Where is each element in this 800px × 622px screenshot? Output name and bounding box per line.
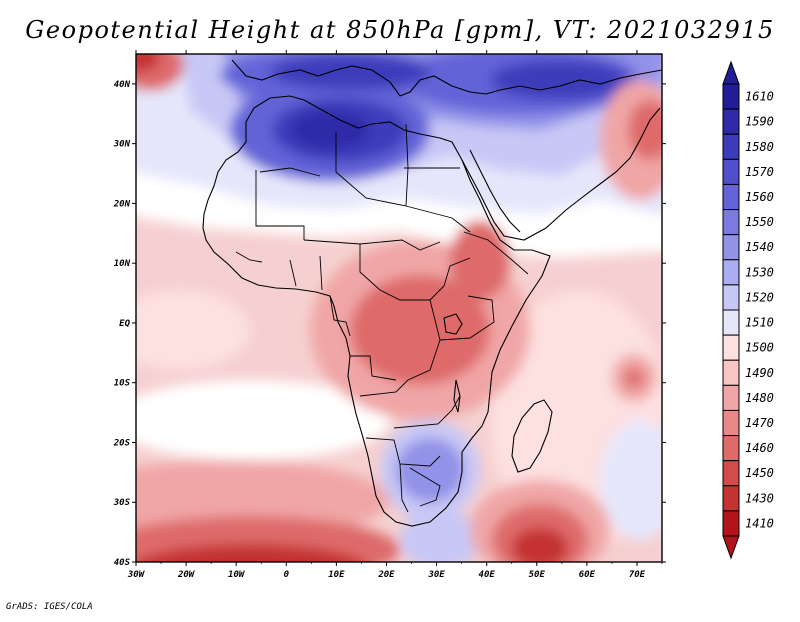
colorbar-label: 1550 <box>745 215 774 229</box>
map-frame <box>135 53 663 563</box>
madagascar-coastline <box>511 399 553 473</box>
colorbar-top-arrow <box>722 60 740 85</box>
colorbar-swatch <box>722 384 740 411</box>
field-region-21 <box>450 220 510 300</box>
lat-tick-label: 30N <box>113 140 131 150</box>
field-region-23 <box>396 438 464 502</box>
europe-coastline <box>231 59 662 97</box>
borders <box>235 123 529 513</box>
colorbar-label: 1480 <box>745 391 774 405</box>
colorbar-swatch <box>722 234 740 261</box>
lon-tick-label: 20E <box>377 570 395 580</box>
lon-tick-label: 40E <box>479 570 496 580</box>
colorbar-label: 1510 <box>745 316 774 330</box>
lat-tick-label: 20N <box>113 199 131 209</box>
colorbar-label: 1610 <box>745 90 774 104</box>
colorbar-label: 1470 <box>745 416 774 430</box>
field-region-14 <box>600 420 662 540</box>
colorbar-label: 1540 <box>745 240 774 254</box>
credit-label: GrADS: IGES/COLA <box>6 602 93 612</box>
colorbar-swatch <box>722 259 740 286</box>
colorbar-swatch <box>722 359 740 386</box>
colorbar-label: 1580 <box>745 140 774 154</box>
lon-tick-label: 0 <box>284 570 290 580</box>
colorbar-label: 1560 <box>745 190 774 204</box>
field-region-10 <box>290 110 370 150</box>
colorbar-label: 1530 <box>745 265 774 279</box>
colorbar-swatch <box>722 309 740 336</box>
colorbar-swatch <box>722 510 740 537</box>
latitude-axis: 40N 30N 20N 10N EQ 10S 20S 30S 40S <box>113 80 666 568</box>
map-title: Geopotential Height at 850hPa [gpm], VT:… <box>25 16 775 44</box>
colorbar: 1610 1590 1580 1570 1560 1550 1540 1530 1520 1510… <box>722 60 774 560</box>
lon-tick-label: 30E <box>427 570 445 580</box>
lon-tick-label: 30W <box>127 570 146 580</box>
colorbar-swatch <box>722 485 740 512</box>
field-region-8 <box>270 54 430 90</box>
lon-tick-label: 60E <box>579 570 596 580</box>
colorbar-swatch <box>722 409 740 437</box>
field-region-33 <box>628 100 662 160</box>
lake-malawi <box>453 379 461 413</box>
field-region-24 <box>400 510 480 562</box>
colorbar-label: 1570 <box>745 165 774 179</box>
colorbar-swatch <box>722 209 740 236</box>
field-region-9 <box>490 60 630 100</box>
field-region-12 <box>136 380 390 460</box>
colorbar-swatch <box>722 334 740 361</box>
lat-tick-label: 40S <box>114 558 131 568</box>
field-region-29 <box>624 368 644 388</box>
lake-victoria <box>443 313 463 335</box>
lon-tick-label: 10E <box>328 570 345 580</box>
longitude-axis: 30W 20W 10W 0 10E 20E 30E 40E 50E 60E 70E <box>127 50 663 580</box>
colorbar-swatch <box>722 435 740 462</box>
colorbar-label: 1590 <box>745 115 774 129</box>
colorbar-swatch <box>722 460 740 487</box>
lon-tick-label: 20W <box>177 570 196 580</box>
lat-tick-label: 30S <box>113 498 131 508</box>
colorbar-label: 1500 <box>745 341 774 355</box>
colorbar-swatch <box>722 183 740 211</box>
red-sea-coast <box>469 149 521 233</box>
field-region-11 <box>136 290 250 370</box>
lat-tick-label: 10S <box>114 379 131 389</box>
lat-tick-label: 40N <box>114 80 131 90</box>
field-region-27 <box>512 528 568 562</box>
colorbar-label: 1520 <box>745 290 774 304</box>
colorbar-label: 1410 <box>745 516 774 530</box>
field-region-31 <box>136 54 160 72</box>
field-region-17 <box>136 544 365 562</box>
colorbar-bottom-arrow <box>722 535 740 560</box>
coastlines <box>202 59 662 527</box>
lon-tick-label: 50E <box>529 570 546 580</box>
colorbar-swatch <box>722 133 740 160</box>
height-field <box>136 54 662 562</box>
colorbar-label: 1450 <box>745 466 774 480</box>
colorbar-swatch <box>722 284 740 311</box>
colorbar-label: 1430 <box>745 491 774 505</box>
colorbar-swatch <box>722 158 740 185</box>
arabia-coastline <box>461 107 661 241</box>
lat-tick-label: 10N <box>114 259 131 269</box>
lat-tick-label: 20S <box>113 438 131 448</box>
field-region-20 <box>350 275 490 385</box>
lon-tick-label: 70E <box>629 570 646 580</box>
lat-tick-label: EQ <box>119 319 130 329</box>
colorbar-swatch <box>722 83 740 110</box>
colorbar-label: 1460 <box>745 441 774 455</box>
colorbar-label: 1490 <box>745 366 774 380</box>
lon-tick-label: 10W <box>228 570 246 580</box>
colorbar-swatch <box>722 108 740 135</box>
